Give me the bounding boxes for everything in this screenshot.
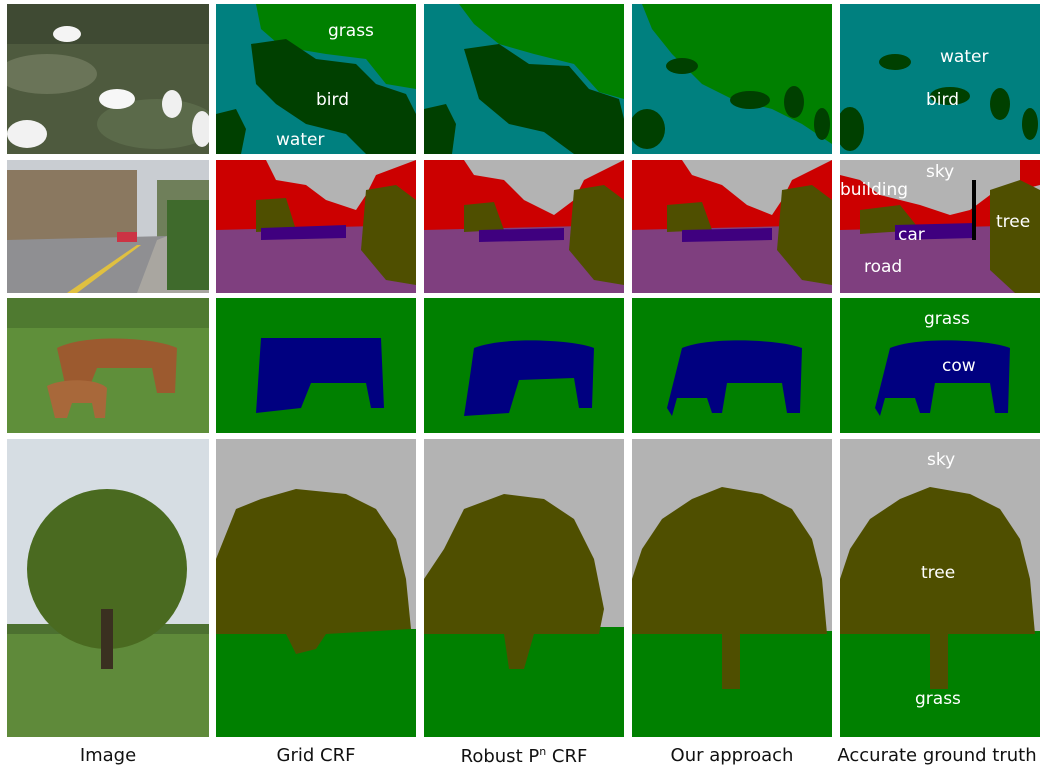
label-cow: cow <box>942 356 976 376</box>
caption-image: Image <box>79 745 137 766</box>
segmentation-ours-street <box>632 160 832 293</box>
label-grass: grass <box>924 309 970 329</box>
segmentation-ground-truth-birds: water bird <box>840 4 1040 154</box>
segmentation-ours-birds <box>632 4 832 154</box>
label-sky: sky <box>927 450 956 470</box>
label-water: water <box>276 130 325 150</box>
caption-robust-superscript: n <box>539 745 547 758</box>
label-sky: sky <box>926 162 955 182</box>
photo-street <box>7 160 209 293</box>
segmentation-ground-truth-street: sky building tree car road <box>840 160 1040 293</box>
segmentation-ours-tree <box>632 439 832 737</box>
label-bird: bird <box>926 90 959 110</box>
caption-robust-suffix: CRF <box>546 746 588 767</box>
segmentation-grid-crf-birds: grass bird water <box>216 4 416 154</box>
segmentation-grid-crf-tree <box>216 439 416 737</box>
label-grass: grass <box>328 21 374 41</box>
photo-cows <box>7 298 209 433</box>
label-water: water <box>940 47 989 67</box>
photo-birds <box>7 4 209 154</box>
segmentation-ground-truth-cows: grass cow <box>840 298 1040 433</box>
segmentation-grid-crf-street <box>216 160 416 293</box>
caption-grid-crf: Grid CRF <box>276 745 356 766</box>
label-grass: grass <box>915 689 961 709</box>
caption-robust-prefix: Robust P <box>460 746 540 767</box>
label-car: car <box>898 225 925 245</box>
segmentation-ours-cows <box>632 298 832 433</box>
segmentation-robust-pn-tree <box>424 439 624 737</box>
photo-tree <box>7 439 209 737</box>
label-road: road <box>864 257 903 277</box>
segmentation-robust-pn-street <box>424 160 624 293</box>
label-tree: tree <box>921 563 956 583</box>
label-tree: tree <box>996 212 1031 232</box>
segmentation-ground-truth-tree: sky tree grass <box>840 439 1040 737</box>
caption-our-approach: Our approach <box>670 745 794 766</box>
label-building: building <box>840 180 909 200</box>
segmentation-grid-crf-cows <box>216 298 416 433</box>
segmentation-robust-pn-cows <box>424 298 624 433</box>
caption-robust-pn-crf: Robust Pn CRF <box>424 745 624 767</box>
caption-ground-truth: Accurate ground truth <box>837 745 1037 766</box>
label-bird: bird <box>316 90 349 110</box>
segmentation-robust-pn-birds <box>424 4 624 154</box>
